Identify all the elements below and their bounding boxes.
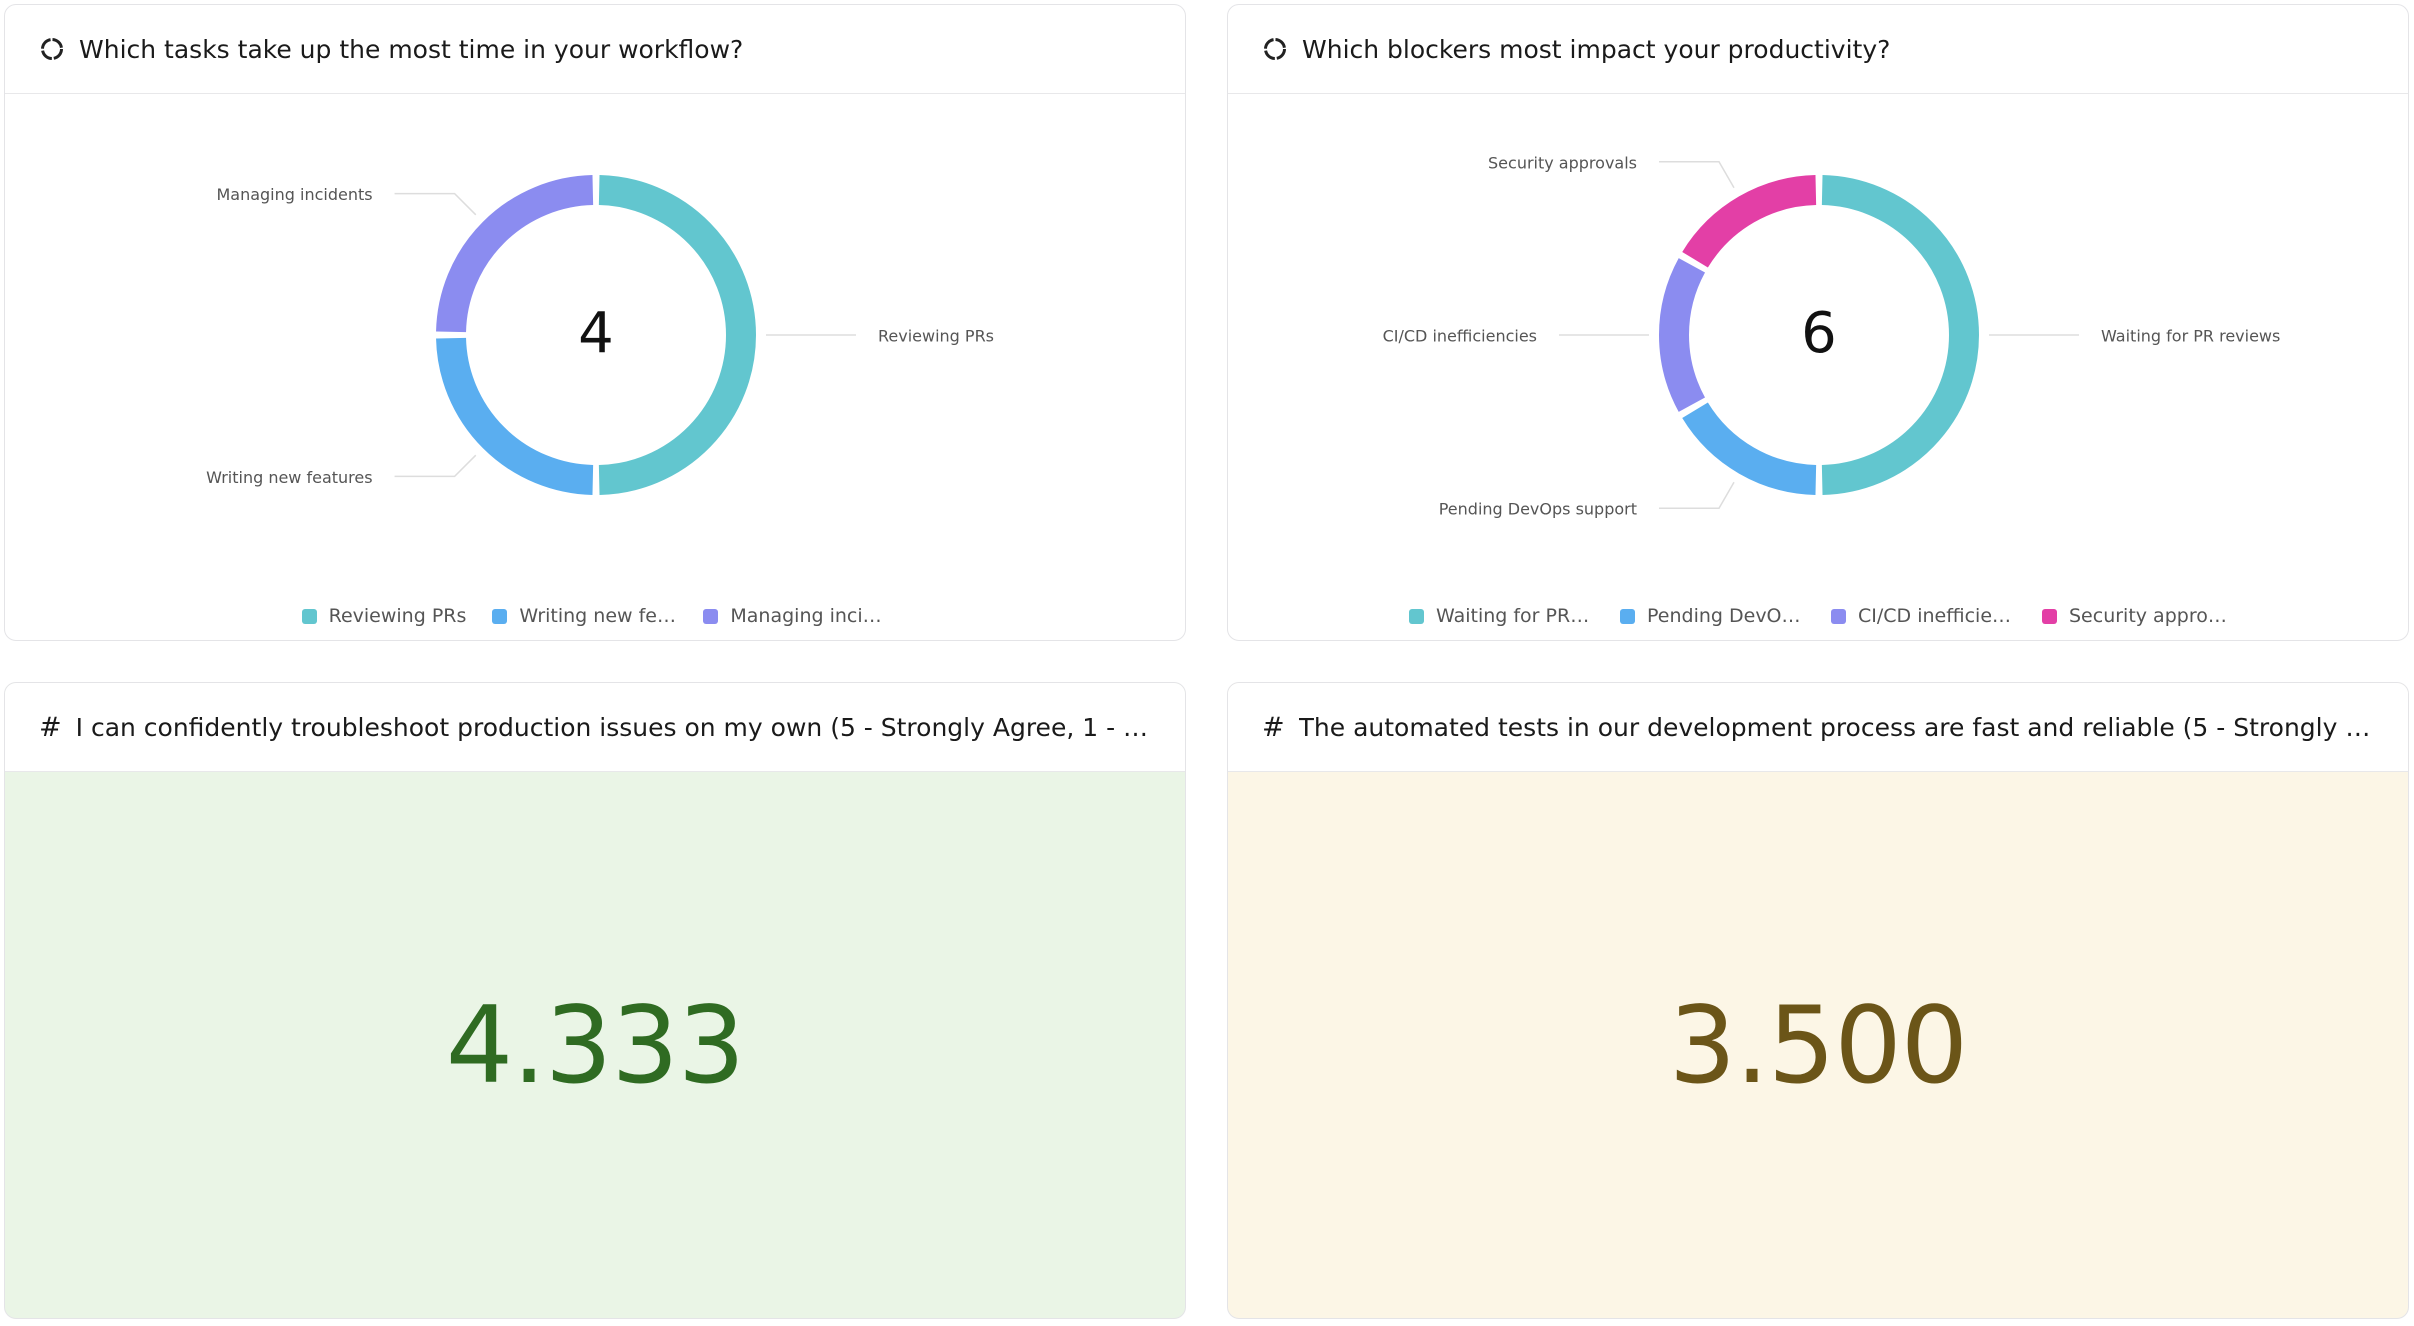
callout-label: Managing incidents (216, 185, 372, 204)
panel-header: # I can confidently troubleshoot product… (5, 683, 1185, 772)
donut-panel: Which tasks take up the most time in you… (4, 4, 1186, 641)
donut-segment (436, 337, 594, 495)
callout-line (394, 192, 477, 216)
callout-line (394, 454, 477, 478)
legend-item: Pending DevOps support (1620, 605, 1805, 627)
donut-segment (598, 175, 756, 495)
number-icon: # (39, 711, 62, 743)
panel-title: Which tasks take up the most time in you… (79, 34, 744, 64)
donut-segment (1682, 175, 1817, 268)
legend-item: Writing new features (492, 605, 677, 627)
legend-label: Managing incidents (730, 605, 888, 627)
callout-line (1659, 481, 1735, 509)
legend-label: Writing new features (519, 605, 677, 627)
donut-chart: Reviewing PRs Writing new features Managin… (206, 175, 994, 495)
number-icon: # (1262, 711, 1285, 743)
donut-segment (1821, 175, 1979, 495)
callout-label: Writing new features (206, 468, 372, 487)
metric-panel: # The automated tests in our development… (1227, 682, 2409, 1319)
callout-label: Pending DevOps support (1439, 500, 1637, 519)
legend: Reviewing PRs Writing new features Managin… (5, 605, 1185, 627)
metric-value: 4.333 (445, 983, 745, 1107)
donut-segment (1682, 402, 1817, 495)
legend-swatch (1831, 608, 1846, 624)
legend-swatch (703, 608, 719, 624)
panel-header: # The automated tests in our development… (1228, 683, 2408, 772)
panel-title: I can confidently troubleshoot productio… (75, 712, 1155, 742)
callout-label: Reviewing PRs (878, 327, 994, 346)
legend-item: Reviewing PRs (301, 605, 467, 627)
callout-label: Waiting for PR reviews (2101, 327, 2280, 346)
legend-item: Waiting for PR reviews (1409, 605, 1594, 627)
donut-chart: Waiting for PR reviews Pending DevOps sup… (1383, 153, 2281, 519)
legend: Waiting for PR reviews Pending DevOps sup… (1228, 605, 2408, 627)
legend-label: Reviewing PRs (328, 605, 467, 627)
legend-swatch (492, 608, 508, 624)
panel-title: Which blockers most impact your producti… (1302, 34, 1891, 64)
callout-line (1659, 161, 1735, 189)
panel-title: The automated tests in our development p… (1298, 712, 2378, 742)
metric-panel: # I can confidently troubleshoot product… (4, 682, 1186, 1319)
legend-swatch (1620, 608, 1635, 624)
legend-swatch (2042, 608, 2057, 624)
legend-label: Pending DevOps support (1647, 605, 1805, 627)
legend-item: Security approvals (2042, 605, 2227, 627)
panel-header: Which tasks take up the most time in you… (5, 5, 1185, 94)
legend-label: CI/CD inefficiencies (1858, 605, 2016, 627)
legend-label: Security approvals (2069, 605, 2227, 627)
legend-item: Managing incidents (703, 605, 888, 627)
donut-panel: Which blockers most impact your producti… (1227, 4, 2409, 641)
legend-swatch (301, 608, 317, 624)
metric-value: 3.500 (1668, 983, 1968, 1107)
legend-label: Waiting for PR reviews (1436, 605, 1594, 627)
donut-total: 6 (1801, 301, 1837, 366)
donut-segment (1659, 258, 1706, 412)
donut-total: 4 (578, 301, 614, 366)
panel-header: Which blockers most impact your producti… (1228, 5, 2408, 94)
callout-label: Security approvals (1488, 153, 1637, 172)
legend-swatch (1409, 608, 1424, 624)
donut-icon (41, 38, 63, 60)
donut-segment (436, 175, 594, 333)
callout-label: CI/CD inefficiencies (1383, 327, 1537, 346)
legend-item: CI/CD inefficiencies (1831, 605, 2016, 627)
donut-icon (1264, 38, 1286, 60)
